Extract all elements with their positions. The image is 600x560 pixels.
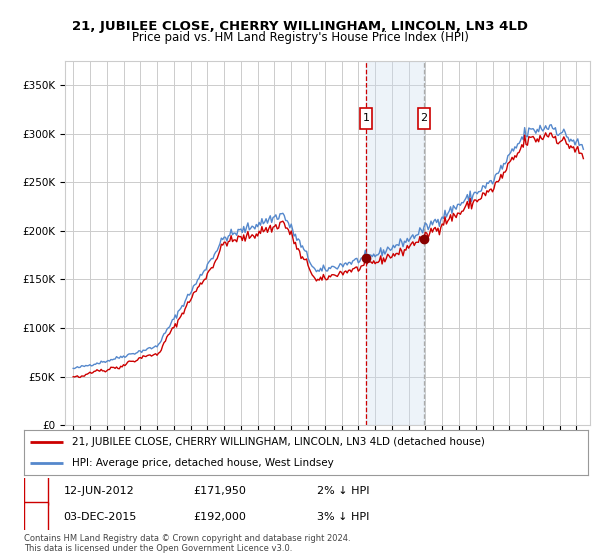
Text: This data is licensed under the Open Government Licence v3.0.: This data is licensed under the Open Gov… xyxy=(24,544,292,553)
FancyBboxPatch shape xyxy=(24,476,47,505)
FancyBboxPatch shape xyxy=(360,108,372,129)
Text: 2: 2 xyxy=(32,512,40,522)
Text: 21, JUBILEE CLOSE, CHERRY WILLINGHAM, LINCOLN, LN3 4LD: 21, JUBILEE CLOSE, CHERRY WILLINGHAM, LI… xyxy=(72,20,528,32)
Text: HPI: Average price, detached house, West Lindsey: HPI: Average price, detached house, West… xyxy=(72,458,334,468)
Text: 03-DEC-2015: 03-DEC-2015 xyxy=(64,512,137,522)
Text: 2: 2 xyxy=(421,113,428,123)
Text: 1: 1 xyxy=(362,113,370,123)
Text: 12-JUN-2012: 12-JUN-2012 xyxy=(64,486,134,496)
Text: 2% ↓ HPI: 2% ↓ HPI xyxy=(317,486,370,496)
Text: 21, JUBILEE CLOSE, CHERRY WILLINGHAM, LINCOLN, LN3 4LD (detached house): 21, JUBILEE CLOSE, CHERRY WILLINGHAM, LI… xyxy=(72,437,485,447)
Text: £171,950: £171,950 xyxy=(193,486,246,496)
Text: Price paid vs. HM Land Registry's House Price Index (HPI): Price paid vs. HM Land Registry's House … xyxy=(131,31,469,44)
Text: 1: 1 xyxy=(32,486,40,496)
FancyBboxPatch shape xyxy=(418,108,430,129)
Bar xyxy=(366,61,424,425)
Text: Contains HM Land Registry data © Crown copyright and database right 2024.: Contains HM Land Registry data © Crown c… xyxy=(24,534,350,543)
FancyBboxPatch shape xyxy=(24,502,47,531)
Text: 3% ↓ HPI: 3% ↓ HPI xyxy=(317,512,370,522)
Text: £192,000: £192,000 xyxy=(193,512,246,522)
